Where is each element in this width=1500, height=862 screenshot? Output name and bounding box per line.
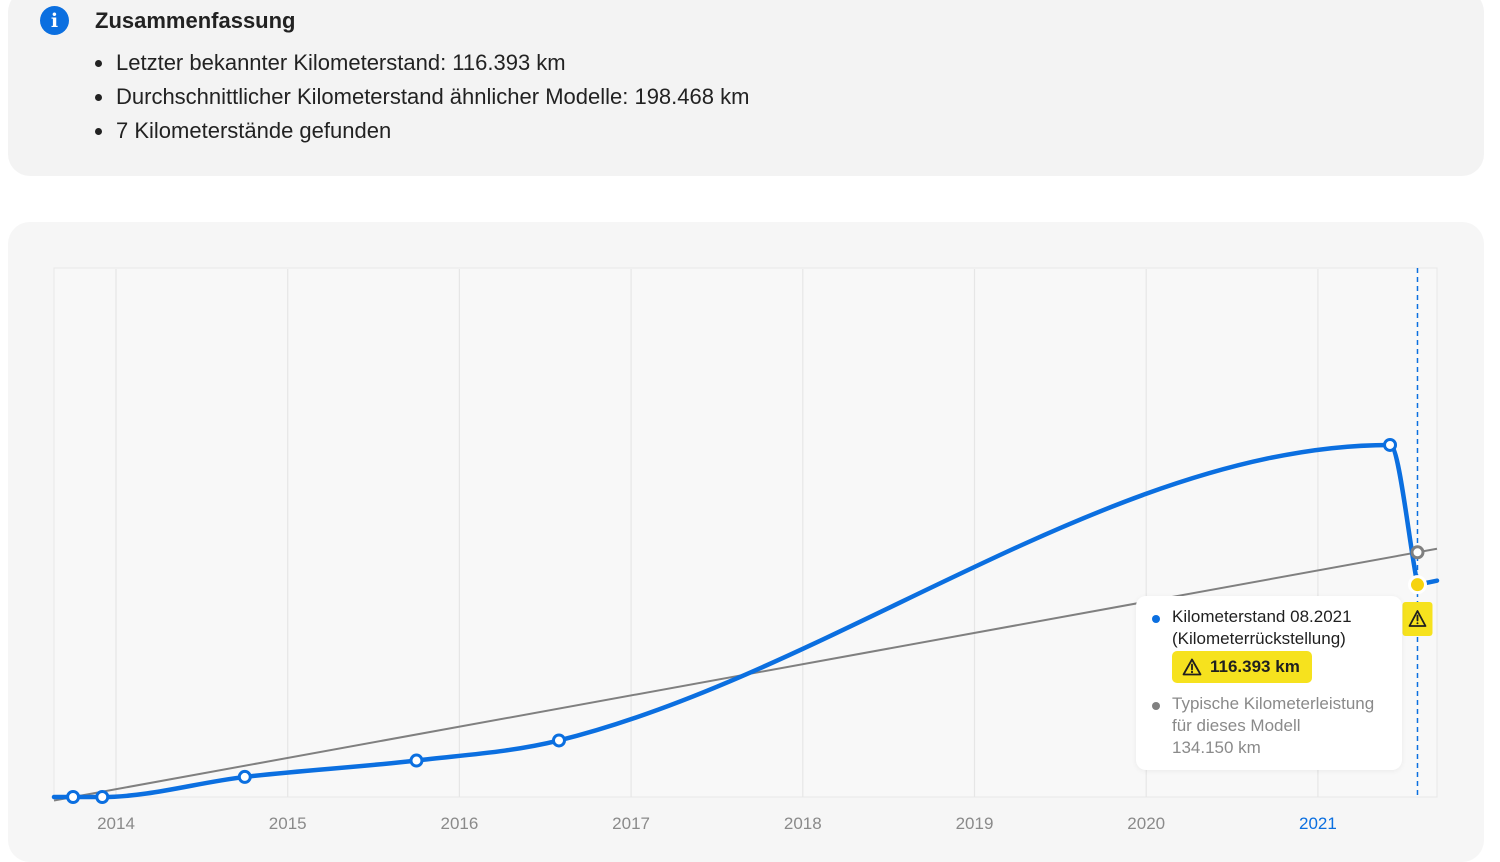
x-tick-label: 2015	[269, 814, 307, 833]
warning-triangle	[1408, 610, 1427, 627]
series-dot-mileage	[1152, 615, 1160, 623]
tooltip-mileage-row: Kilometerstand 08.2021 (Kilometerrückste…	[1152, 606, 1352, 650]
summary-item: Durchschnittlicher Kilometerstand ähnlic…	[95, 80, 749, 114]
bullet-dot	[95, 93, 102, 101]
x-tick-label: 2021	[1299, 814, 1337, 833]
summary-item: Letzter bekannter Kilometerstand: 116.39…	[95, 46, 749, 80]
mileage-data-point	[551, 733, 566, 748]
x-tick-label: 2014	[97, 814, 135, 833]
tooltip-typical-row: Typische Kilometerleistung für dieses Mo…	[1152, 693, 1374, 759]
mileage-data-point	[409, 753, 424, 768]
warning-dot	[1416, 622, 1419, 625]
summary-list: Letzter bekannter Kilometerstand: 116.39…	[95, 46, 749, 148]
summary-card: i Zusammenfassung Letzter bekannter Kilo…	[8, 0, 1484, 176]
x-tick-label: 2018	[784, 814, 822, 833]
bullet-dot	[95, 127, 102, 135]
tooltip-typical-label-2: für dieses Modell	[1172, 716, 1301, 735]
tooltip-typical-label: Typische Kilometerleistung	[1172, 694, 1375, 713]
x-tick-label: 2016	[440, 814, 478, 833]
summary-item-text: 7 Kilometerstände gefunden	[116, 118, 392, 143]
tooltip-value: 116.393 km	[1210, 657, 1300, 676]
highlighted-data-point	[1407, 575, 1427, 595]
tooltip-value-badge: 116.393 km	[1172, 651, 1312, 683]
x-tick-label: 2020	[1127, 814, 1165, 833]
x-tick-label: 2019	[956, 814, 994, 833]
summary-item-text: Letzter bekannter Kilometerstand: 116.39…	[116, 50, 566, 75]
typical-data-point	[1410, 545, 1425, 560]
warning-icon	[1182, 658, 1202, 676]
info-icon: i	[40, 6, 69, 35]
summary-item-text: Durchschnittlicher Kilometerstand ähnlic…	[116, 84, 750, 109]
chart-tooltip: Kilometerstand 08.2021 (Kilometerrückste…	[1136, 596, 1402, 770]
mileage-data-point	[95, 790, 110, 804]
summary-item: 7 Kilometerstände gefunden	[95, 114, 749, 148]
bullet-dot	[95, 59, 102, 67]
series-dot-typical	[1152, 702, 1160, 710]
tooltip-title: Kilometerstand 08.2021	[1172, 607, 1352, 626]
summary-title: Zusammenfassung	[95, 8, 296, 33]
mileage-line	[51, 442, 1440, 800]
mileage-data-point	[237, 769, 252, 784]
x-tick-label: 2017	[612, 814, 650, 833]
tooltip-typical-value: 134.150 km	[1172, 738, 1261, 757]
mileage-data-point	[66, 790, 81, 804]
warning-marker-icon	[1402, 602, 1433, 636]
mileage-data-point	[1383, 437, 1398, 452]
tooltip-subtitle: (Kilometerrückstellung)	[1172, 629, 1346, 648]
